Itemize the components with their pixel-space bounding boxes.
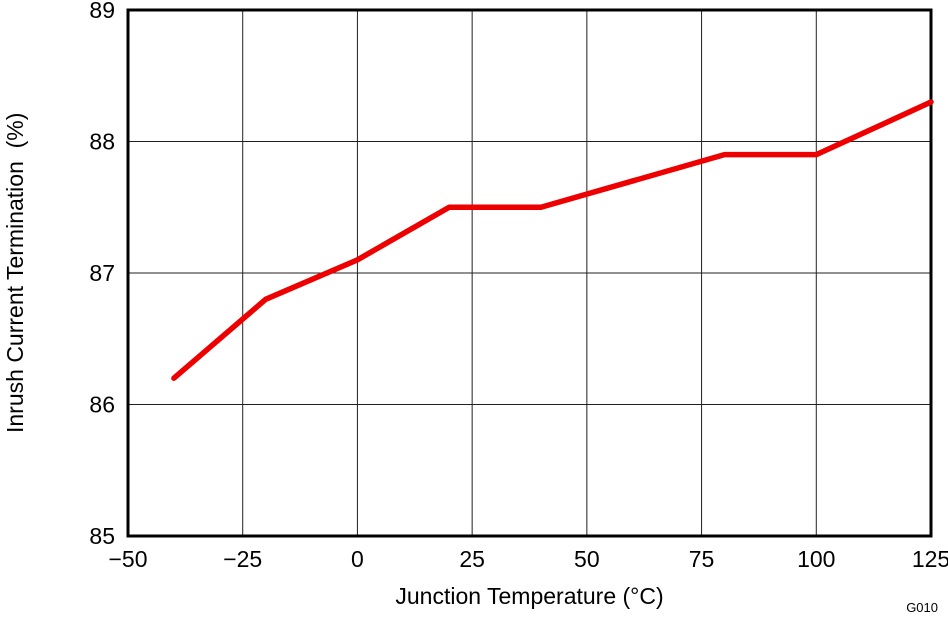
y-tick-label: 89: [89, 0, 115, 23]
x-tick-label: 75: [689, 546, 715, 572]
y-tick-label: 87: [89, 260, 115, 286]
x-tick-label: 125: [912, 546, 948, 572]
y-tick-label: 86: [89, 392, 115, 418]
data-series-line: [171, 99, 934, 381]
x-tick-label: 100: [797, 546, 835, 572]
x-tick-label: 50: [574, 546, 600, 572]
plot-border: [126, 8, 933, 538]
x-tick-label: −50: [108, 546, 147, 572]
x-tick-label: 0: [351, 546, 364, 572]
figure-code: G010: [906, 600, 938, 615]
x-tick-label: 25: [459, 546, 485, 572]
y-tick-label: 88: [89, 129, 115, 155]
y-tick-label: 85: [89, 523, 115, 549]
y-axis-title: Inrush Current Termination (%): [2, 112, 28, 434]
x-axis-title: Junction Temperature (°C): [395, 583, 664, 609]
x-tick-label: −25: [223, 546, 262, 572]
